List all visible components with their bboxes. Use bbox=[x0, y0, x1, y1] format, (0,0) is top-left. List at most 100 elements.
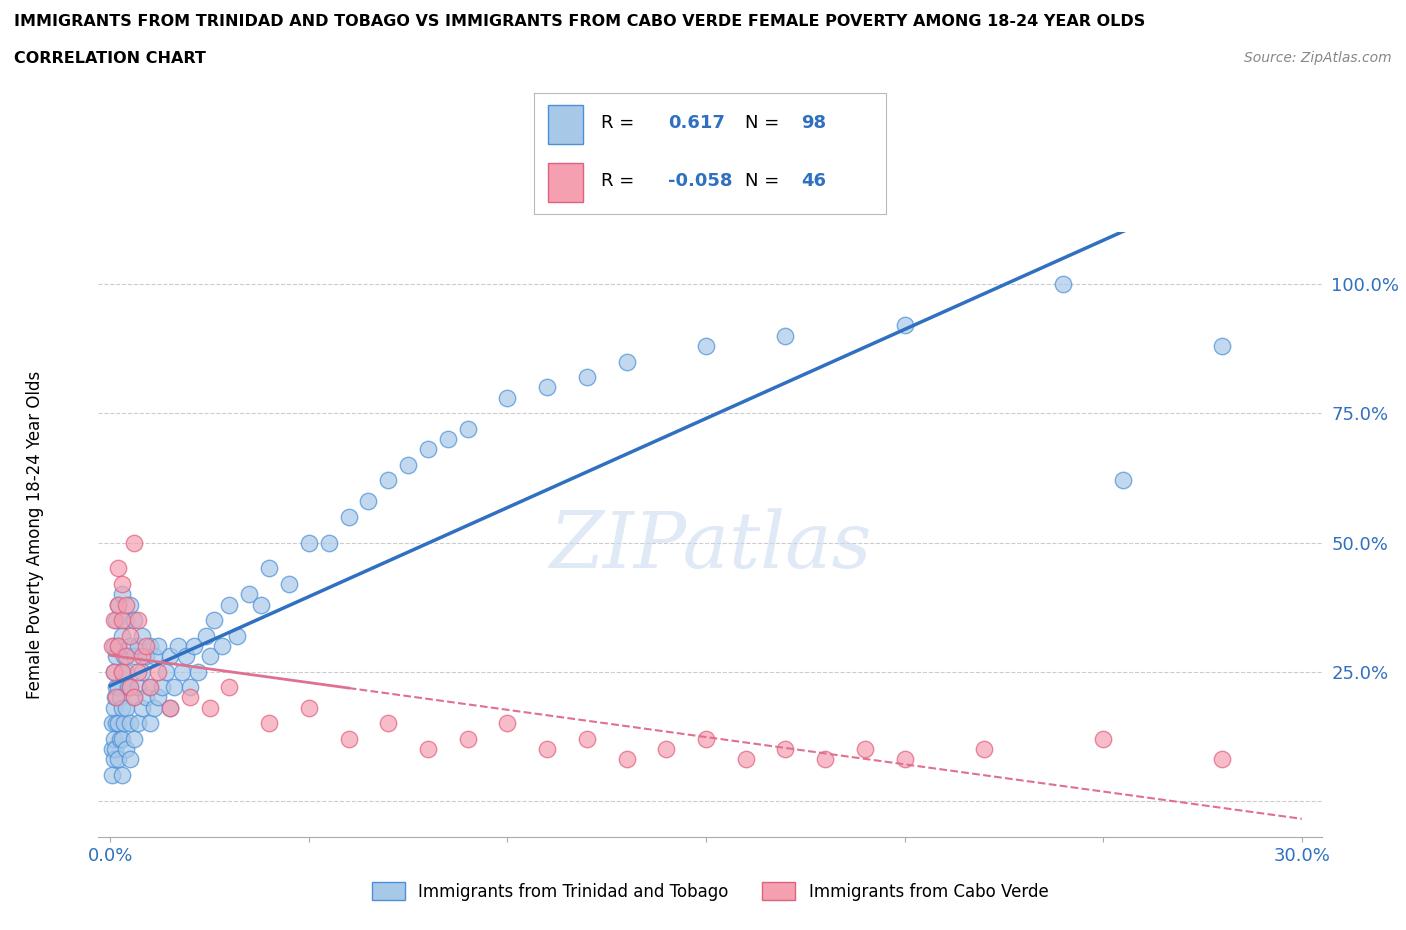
Point bbox=[115, 742, 138, 757]
Point bbox=[318, 535, 340, 550]
Point bbox=[416, 442, 439, 457]
Point bbox=[146, 664, 169, 679]
Point bbox=[174, 649, 197, 664]
Point bbox=[159, 700, 181, 715]
Point bbox=[457, 731, 479, 746]
Point bbox=[226, 628, 249, 643]
Point bbox=[115, 597, 138, 612]
Point bbox=[695, 339, 717, 353]
Point bbox=[973, 742, 995, 757]
Bar bbox=[548, 105, 583, 144]
Point bbox=[105, 716, 128, 731]
Point bbox=[135, 638, 157, 653]
Point bbox=[103, 752, 125, 767]
Text: R =: R = bbox=[602, 114, 634, 132]
Point bbox=[139, 680, 162, 695]
Text: Female Poverty Among 18-24 Year Olds: Female Poverty Among 18-24 Year Olds bbox=[27, 371, 44, 698]
Point bbox=[107, 680, 129, 695]
Point bbox=[536, 380, 558, 395]
Point bbox=[115, 649, 138, 664]
Point bbox=[135, 690, 157, 705]
Point bbox=[146, 638, 169, 653]
Point bbox=[112, 649, 135, 664]
Point bbox=[194, 628, 217, 643]
Point bbox=[655, 742, 678, 757]
Point bbox=[122, 649, 145, 664]
Point bbox=[853, 742, 876, 757]
Point bbox=[139, 638, 162, 653]
Point bbox=[127, 638, 149, 653]
Point bbox=[131, 700, 153, 715]
Point bbox=[238, 587, 260, 602]
Point bbox=[127, 680, 149, 695]
Point bbox=[105, 649, 128, 664]
Point bbox=[166, 638, 188, 653]
Point bbox=[377, 716, 399, 731]
Point bbox=[120, 680, 142, 695]
Point bbox=[107, 752, 129, 767]
Point bbox=[143, 649, 166, 664]
Point bbox=[131, 649, 153, 664]
Point bbox=[131, 628, 153, 643]
Point bbox=[337, 510, 360, 525]
Point bbox=[111, 577, 134, 591]
Point bbox=[257, 561, 280, 576]
Point bbox=[155, 664, 177, 679]
Text: R =: R = bbox=[602, 172, 634, 191]
Point bbox=[122, 690, 145, 705]
Point bbox=[143, 700, 166, 715]
Point bbox=[218, 680, 240, 695]
Point bbox=[496, 716, 519, 731]
Point bbox=[120, 597, 142, 612]
Point bbox=[146, 690, 169, 705]
Point bbox=[1211, 339, 1233, 353]
Point bbox=[1092, 731, 1115, 746]
Point bbox=[135, 649, 157, 664]
Point bbox=[298, 535, 321, 550]
Text: N =: N = bbox=[745, 114, 779, 132]
Point bbox=[117, 680, 139, 695]
Point bbox=[616, 752, 638, 767]
Point bbox=[107, 561, 129, 576]
Point bbox=[115, 664, 138, 679]
Point bbox=[734, 752, 756, 767]
Point bbox=[120, 628, 142, 643]
Point bbox=[110, 731, 132, 746]
Point bbox=[575, 370, 598, 385]
Point bbox=[103, 731, 125, 746]
Point bbox=[695, 731, 717, 746]
Point bbox=[122, 690, 145, 705]
Point bbox=[110, 690, 132, 705]
Point bbox=[183, 638, 205, 653]
Point bbox=[103, 638, 125, 653]
Point bbox=[107, 638, 129, 653]
Point bbox=[107, 638, 129, 653]
Point bbox=[278, 577, 301, 591]
Point bbox=[101, 767, 124, 782]
Text: 0.617: 0.617 bbox=[668, 114, 724, 132]
Point bbox=[159, 649, 181, 664]
Point bbox=[122, 731, 145, 746]
Point bbox=[131, 664, 153, 679]
Point bbox=[107, 597, 129, 612]
Point bbox=[139, 716, 162, 731]
Point bbox=[111, 613, 134, 628]
Point bbox=[377, 473, 399, 488]
Point bbox=[416, 742, 439, 757]
Point bbox=[101, 638, 124, 653]
Point bbox=[111, 664, 134, 679]
Point bbox=[616, 354, 638, 369]
Point bbox=[127, 716, 149, 731]
Point bbox=[775, 328, 797, 343]
Point bbox=[115, 613, 138, 628]
Point bbox=[211, 638, 233, 653]
Point bbox=[893, 752, 915, 767]
Point bbox=[198, 649, 221, 664]
Point bbox=[893, 318, 915, 333]
Text: IMMIGRANTS FROM TRINIDAD AND TOBAGO VS IMMIGRANTS FROM CABO VERDE FEMALE POVERTY: IMMIGRANTS FROM TRINIDAD AND TOBAGO VS I… bbox=[14, 14, 1146, 29]
Point bbox=[127, 664, 149, 679]
Text: Source: ZipAtlas.com: Source: ZipAtlas.com bbox=[1244, 51, 1392, 65]
Point bbox=[1052, 277, 1074, 292]
Point bbox=[1112, 473, 1135, 488]
Point bbox=[122, 613, 145, 628]
